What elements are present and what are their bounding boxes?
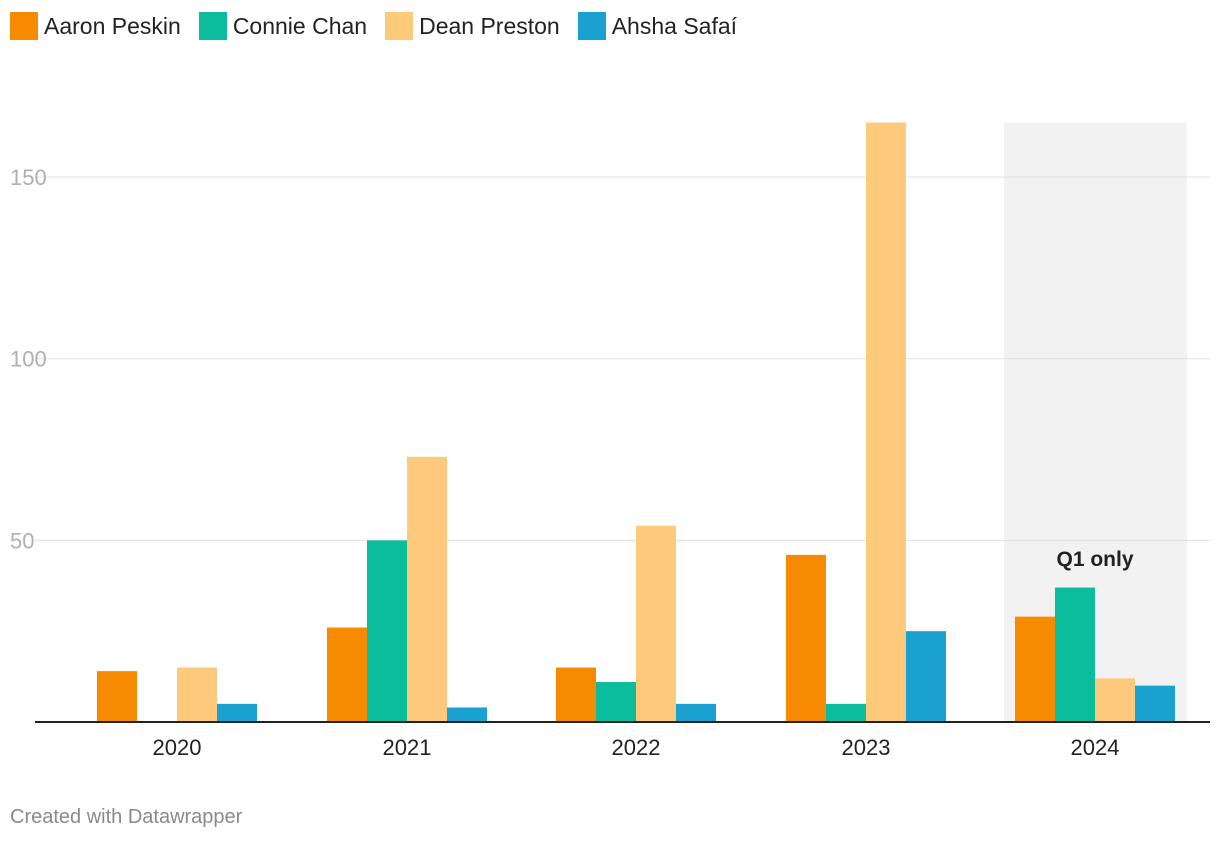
legend-swatch xyxy=(577,12,606,40)
legend-label: Ahsha Safaí xyxy=(611,12,738,39)
legend-swatch xyxy=(198,12,227,40)
bar-connie-chan-2022 xyxy=(596,682,636,722)
bar-ahsha-safa--2023 xyxy=(906,631,946,722)
bar-dean-preston-2020 xyxy=(177,667,217,722)
bar-aaron-peskin-2023 xyxy=(786,554,826,722)
x-tick-label-2023: 2023 xyxy=(842,735,891,760)
y-tick-label-50: 50 xyxy=(10,528,34,553)
legend-label: Aaron Peskin xyxy=(44,12,181,39)
bar-connie-chan-2023 xyxy=(826,703,866,722)
legend-item-ahsha-safai: Ahsha Safaí xyxy=(577,12,738,40)
bar-ahsha-safa--2020 xyxy=(217,703,257,722)
legend-item-aaron-peskin: Aaron Peskin xyxy=(10,12,181,40)
bar-ahsha-safa--2022 xyxy=(676,703,716,722)
bar-aaron-peskin-2022 xyxy=(556,667,596,722)
x-tick-label-2022: 2022 xyxy=(612,735,661,760)
legend-swatch xyxy=(10,12,38,40)
y-tick-label-150: 150 xyxy=(10,165,47,190)
legend-label: Connie Chan xyxy=(232,12,368,39)
bar-dean-preston-2024 xyxy=(1095,678,1135,722)
footer-credit: Created with Datawrapper xyxy=(10,806,243,828)
legend-item-connie-chan: Connie Chan xyxy=(198,12,368,40)
bar-aaron-peskin-2020 xyxy=(97,671,137,722)
legend-item-dean-preston: Dean Preston xyxy=(385,12,560,40)
x-tick-label-2024: 2024 xyxy=(1071,735,1120,760)
bar-dean-preston-2023 xyxy=(866,122,906,723)
y-tick-label-100: 100 xyxy=(10,347,47,372)
bar-connie-chan-2024 xyxy=(1055,587,1095,722)
bar-dean-preston-2022 xyxy=(636,525,676,722)
annotation-q1-only: Q1 only xyxy=(1056,548,1133,571)
bar-ahsha-safa--2021 xyxy=(447,707,487,722)
bar-ahsha-safa--2024 xyxy=(1135,685,1175,722)
bar-connie-chan-2021 xyxy=(367,540,407,722)
legend-label: Dean Preston xyxy=(419,12,560,39)
bar-dean-preston-2021 xyxy=(407,456,447,722)
x-tick-label-2021: 2021 xyxy=(383,735,432,760)
legend-swatch xyxy=(385,12,414,40)
bar-aaron-peskin-2021 xyxy=(327,627,367,722)
chart-legend: Aaron Peskin Connie Chan Dean Preston Ah… xyxy=(10,10,755,42)
bar-aaron-peskin-2024 xyxy=(1015,616,1055,722)
x-tick-label-2020: 2020 xyxy=(153,735,202,760)
